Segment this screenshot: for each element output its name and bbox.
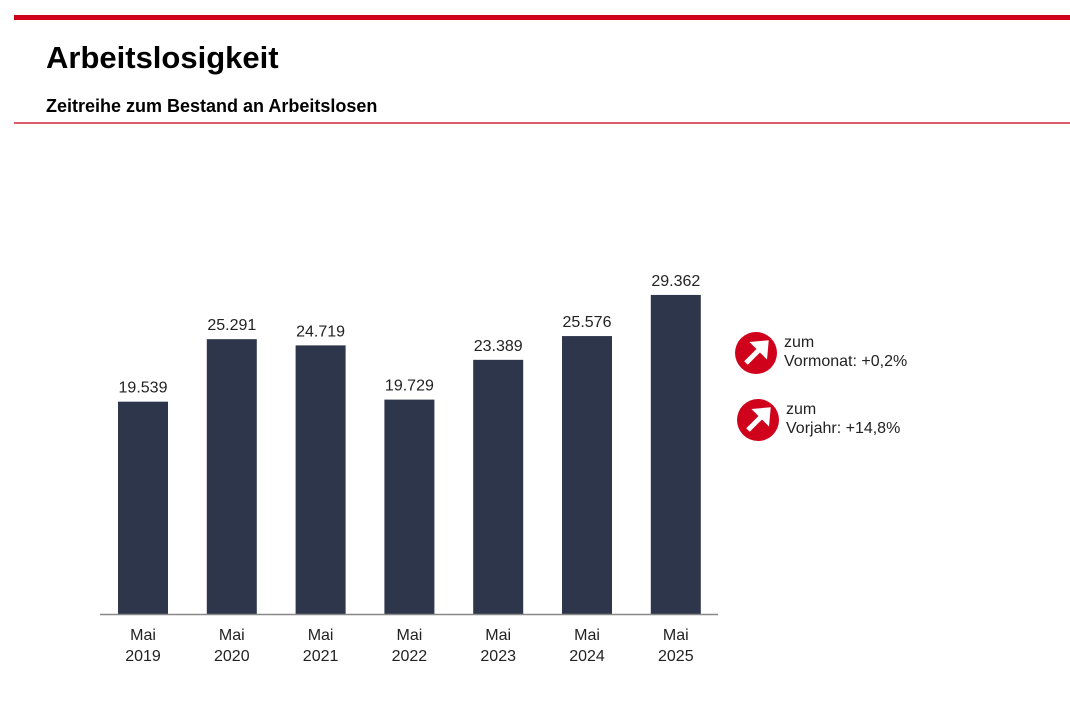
arrow-up-right-icon xyxy=(737,399,779,441)
indicator-line1: zum xyxy=(786,401,817,418)
bar xyxy=(206,339,257,614)
indicator-vormonat: zum Vormonat: +0,2% xyxy=(735,332,907,374)
page-title: Arbeitslosigkeit xyxy=(46,40,279,75)
data-label: 29.362 xyxy=(651,273,700,290)
x-tick-label: 2020 xyxy=(214,648,250,665)
bar xyxy=(118,401,168,614)
data-label: 19.729 xyxy=(385,378,434,395)
x-tick-label: Mai xyxy=(219,627,245,644)
data-label: 24.719 xyxy=(296,323,345,340)
bar xyxy=(562,336,612,614)
indicator-label: Vorjahr: xyxy=(786,420,842,437)
x-tick-label: 2022 xyxy=(392,648,428,665)
top-accent-bar xyxy=(14,15,1070,20)
indicator-line1: zum xyxy=(784,334,815,351)
arrow-up-right-icon xyxy=(735,332,777,374)
x-tick-label: Mai xyxy=(308,627,334,644)
x-tick-label: 2019 xyxy=(125,648,161,665)
x-tick-label: Mai xyxy=(663,627,689,644)
x-tick-label: 2021 xyxy=(303,648,339,665)
x-tick-label: Mai xyxy=(397,627,423,644)
x-tick-label: 2024 xyxy=(569,648,605,665)
data-label: 23.389 xyxy=(474,338,523,355)
indicator-vorjahr: zum Vorjahr: +14,8% xyxy=(737,399,900,441)
x-tick-label: Mai xyxy=(130,627,156,644)
page-subtitle: Zeitreihe zum Bestand an Arbeitslosen xyxy=(46,96,378,116)
bar xyxy=(384,399,435,614)
indicator-value: +14,8% xyxy=(845,420,901,437)
x-tick-label: Mai xyxy=(574,627,600,644)
indicator-label: Vormonat: xyxy=(784,353,857,370)
data-label: 25.576 xyxy=(563,314,612,331)
data-label: 19.539 xyxy=(119,380,168,397)
x-tick-label: Mai xyxy=(485,627,511,644)
bar xyxy=(650,294,701,614)
bar xyxy=(295,345,346,614)
indicator-value: +0,2% xyxy=(861,353,908,370)
subtitle-divider xyxy=(14,122,1070,124)
data-label: 25.291 xyxy=(207,317,256,334)
bar xyxy=(473,359,524,614)
x-tick-label: 2025 xyxy=(658,648,694,665)
x-tick-label: 2023 xyxy=(480,648,516,665)
